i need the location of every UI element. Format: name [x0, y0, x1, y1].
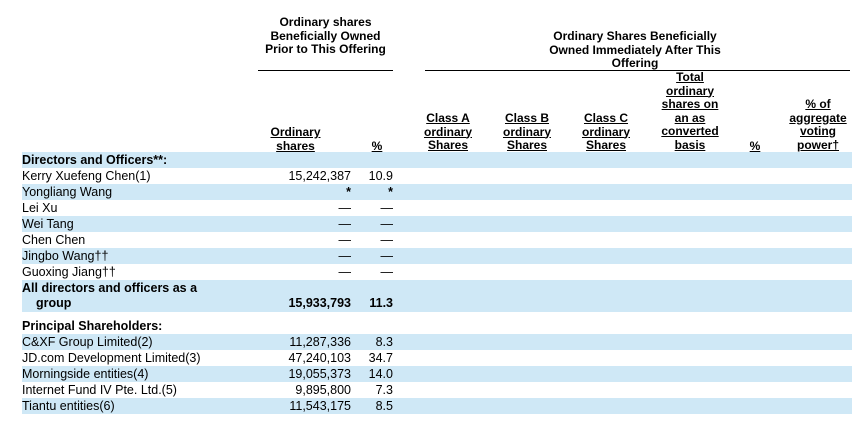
ordinary-shares-value: 19,055,373 [288, 367, 351, 381]
percent-value: 8.3 [375, 335, 393, 349]
ordinary-shares-value: — [338, 265, 352, 279]
holder-name: Guoxing Jiang†† [22, 265, 116, 279]
percent-value: — [380, 249, 394, 263]
ordinary-shares-value: 9,895,800 [295, 383, 351, 397]
all-directors-label-line2: group [36, 296, 72, 310]
table-row: C&XF Group Limited(2) 11,287,336 8.3 [22, 334, 852, 350]
percent-value: 7.3 [375, 383, 393, 397]
table-row: Morningside entities(4) 19,055,373 14.0 [22, 366, 852, 382]
table-row: Kerry Xuefeng Chen(1) 15,242,387 10.9 [22, 168, 852, 184]
percent-value: 8.5 [375, 399, 393, 413]
percent-value: — [380, 201, 394, 215]
ordinary-shares-value: — [338, 233, 352, 247]
percent-value: — [380, 233, 394, 247]
percent-value: 11.3 [369, 296, 393, 310]
table-row: Wei Tang — — [22, 216, 852, 232]
prior-offering-group-header: Ordinary shares Beneficially Owned Prior… [265, 15, 386, 56]
table-row: Guoxing Jiang†† — — [22, 264, 852, 280]
table-row: JD.com Development Limited(3) 47,240,103… [22, 350, 852, 366]
col-header-ordinary-shares: Ordinary shares [270, 125, 321, 153]
holder-name: Jingbo Wang†† [22, 249, 109, 263]
holder-name: Lei Xu [22, 201, 58, 215]
percent-value: — [380, 217, 394, 231]
ordinary-shares-value: — [338, 201, 352, 215]
ordinary-shares-value: — [338, 249, 352, 263]
table-row: Tiantu entities(6) 11,543,175 8.5 [22, 398, 852, 414]
ordinary-shares-value: 47,240,103 [288, 351, 351, 365]
holder-name: Morningside entities(4) [22, 367, 149, 381]
ordinary-shares-value: 11,543,175 [289, 399, 351, 413]
holder-name: Tiantu entities(6) [22, 399, 115, 413]
prior-group-rule [258, 70, 393, 71]
ordinary-shares-value: * [346, 185, 351, 199]
col-header-pct: % [371, 139, 383, 153]
principal-section-title: Principal Shareholders: [22, 319, 163, 333]
holder-name: Wei Tang [22, 217, 74, 231]
holder-name: Internet Fund IV Pte. Ltd.(5) [22, 383, 177, 397]
holder-name: Kerry Xuefeng Chen(1) [22, 169, 151, 183]
ordinary-shares-value: 15,242,387 [288, 169, 351, 183]
all-directors-label-line1: All directors and officers as a [22, 281, 198, 295]
percent-value: — [380, 265, 394, 279]
percent-value: 34.7 [368, 351, 393, 365]
holder-name: Yongliang Wang [22, 185, 113, 199]
ordinary-shares-value: — [338, 217, 352, 231]
percent-value: 10.9 [368, 169, 393, 183]
after-group-rule [425, 70, 850, 71]
col-header-class-a: Class A ordinary Shares [423, 111, 472, 152]
holder-name: C&XF Group Limited(2) [22, 335, 153, 349]
col-header-class-b: Class B ordinary Shares [502, 111, 551, 152]
percent-value: * [388, 185, 393, 199]
table-row: Chen Chen — — [22, 232, 852, 248]
col-header-pct-after: % [749, 139, 761, 153]
ordinary-shares-value: 15,933,793 [288, 296, 351, 310]
after-offering-group-header: Ordinary Shares Beneficially Owned Immed… [549, 29, 721, 70]
all-directors-total-row: All directors and officers as a group 15… [22, 280, 852, 312]
holder-name: Chen Chen [22, 233, 86, 247]
table-row: Lei Xu — — [22, 200, 852, 216]
table-row: Yongliang Wang * * [22, 184, 852, 200]
directors-section-row: Directors and Officers**: [22, 152, 852, 168]
col-header-total-converted: Total ordinary shares on an as converted… [661, 70, 719, 152]
table-row: Jingbo Wang†† — — [22, 248, 852, 264]
principal-section-row: Principal Shareholders: [22, 318, 852, 334]
table-row: Internet Fund IV Pte. Ltd.(5) 9,895,800 … [22, 382, 852, 398]
col-header-voting-power: % of aggregate voting power† [789, 97, 847, 152]
percent-value: 14.0 [368, 367, 393, 381]
directors-section-title: Directors and Officers**: [22, 153, 168, 167]
ordinary-shares-value: 11,287,336 [289, 335, 351, 349]
col-header-class-c: Class C ordinary Shares [581, 111, 630, 152]
holder-name: JD.com Development Limited(3) [22, 351, 201, 365]
